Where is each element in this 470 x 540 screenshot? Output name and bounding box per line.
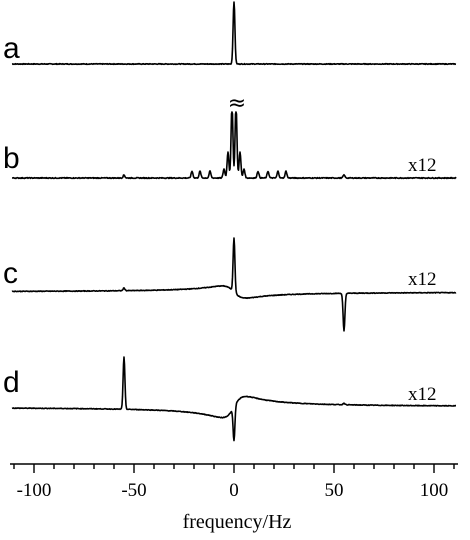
traces-group bbox=[11, 1, 457, 442]
x-tick-label: -50 bbox=[121, 480, 146, 501]
panel-label-a: a bbox=[3, 32, 20, 65]
x-tick-label: 0 bbox=[229, 480, 239, 501]
spectrum-trace-b bbox=[11, 111, 457, 180]
panel-label-b: b bbox=[3, 142, 20, 175]
x-tick-label: 100 bbox=[420, 480, 449, 501]
spectrum-trace-a bbox=[11, 1, 457, 66]
scale-label-c: x12 bbox=[408, 269, 437, 290]
spectrum-trace-c bbox=[11, 237, 457, 332]
spectrum-trace-d bbox=[11, 356, 457, 442]
break-mark: ≈ bbox=[228, 91, 246, 116]
panel-label-c: c bbox=[3, 257, 18, 290]
x-axis: -100 -50 0 50 100 bbox=[10, 463, 458, 501]
panel-label-d: d bbox=[3, 366, 20, 399]
x-axis-title: frequency/Hz bbox=[183, 511, 292, 533]
scale-label-d: x12 bbox=[408, 384, 437, 405]
x-tick-label: 50 bbox=[325, 480, 344, 501]
x-tick-label: -100 bbox=[17, 480, 52, 501]
scale-label-b: x12 bbox=[408, 155, 437, 176]
